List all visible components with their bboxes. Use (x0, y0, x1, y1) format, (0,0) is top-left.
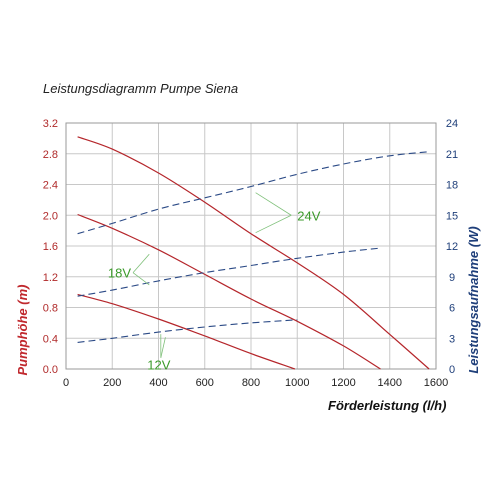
annotation-leader-line (255, 192, 292, 216)
y-tick-label-left: 3.2 (43, 118, 58, 130)
chart-title: Leistungsdiagramm Pumpe Siena (43, 81, 238, 96)
voltage-label: 12V (147, 358, 170, 373)
voltage-label: 24V (297, 208, 320, 223)
annotation-leader-line (160, 337, 166, 358)
x-tick-label: 400 (149, 377, 167, 389)
annotation-leader-line (255, 214, 292, 234)
y-tick-label-right: 24 (446, 118, 458, 130)
y-tick-label-right: 15 (446, 210, 458, 222)
annotation-leader-line (132, 272, 150, 286)
y-tick-label-right: 9 (449, 272, 455, 284)
y-tick-label-left: 0.8 (43, 303, 58, 315)
y-tick-label-left: 2.8 (43, 149, 58, 161)
voltage-annotations: 24V 18V 12V (108, 192, 321, 373)
y-tick-label-left: 2.4 (43, 180, 58, 192)
x-tick-label: 800 (242, 377, 260, 389)
head-curve-line (77, 293, 296, 370)
left-tick-labels: 0.0 0.4 0.8 1.2 1.6 2.0 2.4 2.8 3.2 (43, 118, 58, 376)
y-tick-label-left: 0.0 (43, 364, 58, 376)
plot-frame (65, 122, 437, 370)
x-tick-label: 0 (63, 377, 69, 389)
y-tick-label-left: 1.2 (43, 272, 58, 284)
grid (65, 122, 437, 370)
head-curve-line (77, 213, 381, 370)
y-axis-label-left: Pumphöhe (m) (15, 285, 30, 376)
x-tick-label: 1200 (331, 377, 355, 389)
power-curve-line (77, 319, 298, 343)
y-tick-label-right: 12 (446, 241, 458, 253)
head-curves (77, 136, 430, 370)
head-curve-line (77, 136, 430, 370)
power-curve-line (77, 151, 430, 235)
y-tick-label-right: 3 (449, 333, 455, 345)
x-tick-label: 1600 (424, 377, 448, 389)
power-curves (77, 151, 430, 343)
y-tick-label-left: 1.6 (43, 241, 58, 253)
y-tick-label-right: 0 (449, 364, 455, 376)
y-tick-label-left: 0.4 (43, 333, 58, 345)
y-axis-label-right: Leistungsaufnahme (W) (466, 226, 481, 373)
power-curve-line (77, 247, 381, 297)
y-tick-label-right: 6 (449, 303, 455, 315)
annotation-leader-line (132, 253, 150, 273)
x-tick-label: 200 (103, 377, 121, 389)
x-tick-label: 1000 (285, 377, 309, 389)
y-tick-label-right: 21 (446, 149, 458, 161)
x-tick-label: 1400 (378, 377, 402, 389)
right-tick-labels: 0 3 6 9 12 15 18 21 24 (446, 118, 458, 376)
x-axis-label: Förderleistung (l/h) (328, 398, 446, 413)
y-tick-label-right: 18 (446, 180, 458, 192)
y-tick-label-left: 2.0 (43, 210, 58, 222)
voltage-label: 18V (108, 266, 131, 281)
x-tick-label: 600 (196, 377, 214, 389)
x-tick-labels: 0 200 400 600 800 1000 1200 1400 1600 (63, 377, 448, 389)
